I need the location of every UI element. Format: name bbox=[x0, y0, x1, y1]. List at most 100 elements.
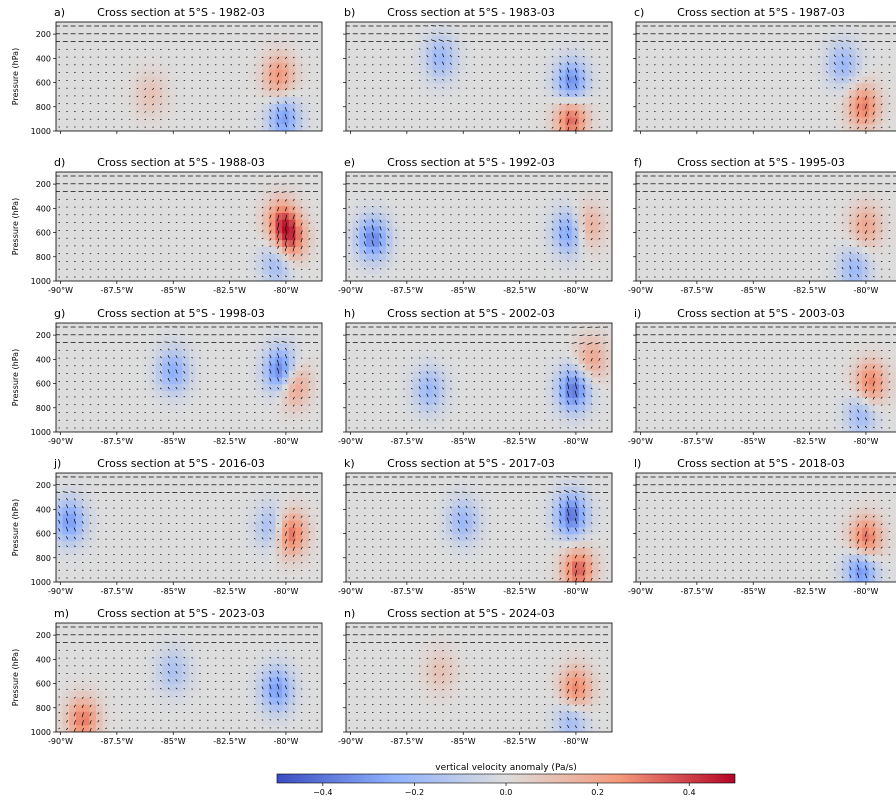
heatmap-cell bbox=[788, 69, 797, 78]
heatmap-cell bbox=[195, 103, 203, 112]
heatmap-cell bbox=[308, 69, 316, 78]
heatmap-cell bbox=[762, 28, 770, 37]
heatmap-cell bbox=[862, 76, 870, 84]
heatmap-cell bbox=[372, 49, 380, 57]
heatmap-cell bbox=[149, 117, 157, 125]
heatmap-cell bbox=[642, 35, 650, 44]
heatmap-cell bbox=[669, 117, 677, 125]
heatmap-cell bbox=[215, 260, 223, 268]
heatmap-cell bbox=[525, 185, 533, 194]
heatmap-cell bbox=[485, 240, 493, 248]
heatmap-cell bbox=[275, 267, 283, 275]
heatmap-cell bbox=[149, 219, 157, 228]
heatmap-cell bbox=[235, 103, 243, 112]
heatmap-cell bbox=[485, 35, 493, 44]
panel-c: c) Cross section at 5°S - 1987-03 bbox=[633, 6, 896, 134]
heatmap-cell bbox=[255, 267, 263, 275]
heatmap-cell bbox=[742, 35, 750, 44]
wind-arrow bbox=[582, 77, 585, 81]
heatmap-cell bbox=[82, 260, 90, 268]
heatmap-cell bbox=[208, 56, 217, 64]
heatmap-cell bbox=[412, 178, 420, 187]
heatmap-cell bbox=[189, 62, 197, 71]
heatmap-cell bbox=[598, 49, 606, 57]
heatmap-cell bbox=[882, 76, 890, 84]
heatmap-cell bbox=[262, 253, 270, 262]
heatmap-cell bbox=[82, 212, 90, 221]
heatmap-cell bbox=[189, 178, 197, 187]
heatmap-cell bbox=[649, 56, 657, 64]
heatmap-cell bbox=[175, 76, 183, 84]
wind-arrow bbox=[864, 126, 867, 130]
heatmap-cell bbox=[399, 226, 407, 234]
heatmap-cell bbox=[749, 103, 757, 112]
heatmap-cell bbox=[268, 83, 277, 91]
heatmap-cell bbox=[492, 96, 500, 105]
heatmap-cell bbox=[268, 253, 277, 262]
heatmap-cell bbox=[82, 103, 90, 112]
heatmap-cell bbox=[379, 274, 387, 281]
heatmap-cell bbox=[282, 260, 290, 268]
heatmap-cell bbox=[129, 226, 137, 234]
heatmap-cell bbox=[775, 28, 783, 37]
heatmap-cell bbox=[228, 212, 237, 221]
heatmap-cell bbox=[75, 206, 84, 214]
heatmap-cell bbox=[182, 56, 190, 64]
wind-arrow bbox=[446, 39, 452, 42]
heatmap-cell bbox=[135, 69, 144, 78]
wind-arrow bbox=[857, 126, 860, 130]
heatmap-cell bbox=[585, 28, 593, 37]
heatmap-cell bbox=[835, 124, 843, 131]
heatmap-cell bbox=[552, 124, 560, 131]
heatmap-cell bbox=[545, 103, 553, 112]
heatmap-cell bbox=[346, 240, 354, 248]
wind-arrow bbox=[261, 72, 264, 75]
heatmap-cell bbox=[352, 260, 360, 268]
heatmap-cell bbox=[762, 69, 770, 78]
heatmap-cell bbox=[452, 206, 460, 214]
heatmap-cell bbox=[432, 240, 440, 248]
x-tick-label: -82.5°W bbox=[213, 286, 246, 295]
heatmap-cell bbox=[255, 219, 263, 228]
heatmap-cell bbox=[122, 226, 130, 234]
heatmap-cell bbox=[405, 103, 414, 112]
heatmap-cell bbox=[346, 185, 354, 194]
heatmap-cell bbox=[109, 267, 117, 275]
heatmap-cell bbox=[412, 212, 420, 221]
wind-arrow bbox=[551, 56, 554, 58]
heatmap-cell bbox=[222, 260, 230, 268]
wind-arrow bbox=[308, 214, 311, 216]
heatmap-cell bbox=[182, 124, 190, 131]
heatmap-cell bbox=[142, 192, 150, 200]
heatmap-cell bbox=[142, 226, 150, 234]
heatmap-cell bbox=[95, 185, 104, 194]
heatmap-cell bbox=[82, 172, 90, 180]
heatmap-cell bbox=[129, 42, 137, 50]
heatmap-cell bbox=[492, 90, 500, 98]
wind-arrow bbox=[426, 79, 429, 81]
heatmap-cell bbox=[702, 35, 710, 44]
heatmap-cell bbox=[472, 96, 480, 105]
heatmap-cell bbox=[835, 35, 843, 44]
heatmap-cell bbox=[315, 90, 322, 98]
heatmap-cell bbox=[182, 42, 190, 50]
heatmap-cell bbox=[149, 267, 157, 275]
heatmap-cell bbox=[432, 192, 440, 200]
heatmap-cell bbox=[452, 124, 460, 131]
heatmap-cell bbox=[412, 124, 420, 131]
axes-frame bbox=[345, 21, 613, 132]
heatmap-cell bbox=[492, 185, 500, 194]
heatmap-cell bbox=[472, 253, 480, 262]
wind-arrow bbox=[872, 119, 875, 122]
heatmap-cell bbox=[149, 49, 157, 57]
heatmap-cell bbox=[315, 274, 322, 281]
heatmap-cell bbox=[735, 49, 743, 57]
heatmap-cell bbox=[302, 83, 310, 91]
heatmap-cell bbox=[255, 103, 263, 112]
heatmap-cell bbox=[572, 124, 580, 131]
heatmap-cell bbox=[89, 260, 97, 268]
heatmap-cell bbox=[485, 260, 493, 268]
y-tick-label: 1000 bbox=[31, 127, 51, 136]
heatmap-cell bbox=[855, 69, 863, 78]
heatmap-cell bbox=[425, 267, 434, 275]
